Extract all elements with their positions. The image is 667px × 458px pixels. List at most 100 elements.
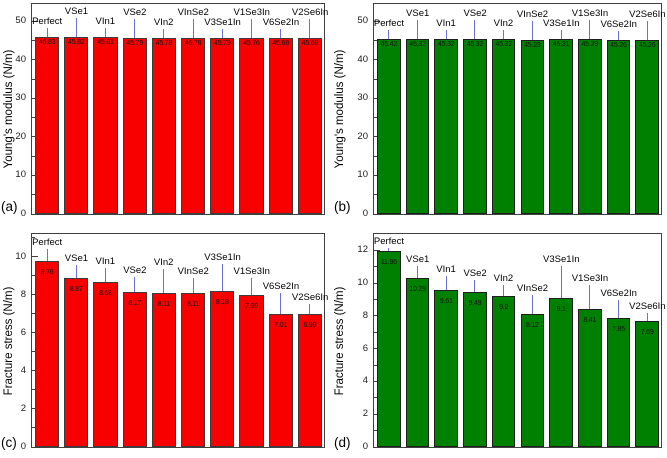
bar-value-label: 45.79 (214, 39, 231, 47)
label-leader-line (560, 265, 562, 298)
bar-VInSe2 (181, 292, 206, 447)
bar-category-label: V6Se2In (262, 280, 300, 292)
bar-Perfect (35, 37, 60, 214)
label-leader-line (251, 18, 252, 38)
label-leader-line (474, 279, 476, 292)
y-minor-tick (374, 397, 377, 399)
bar-value-label: 45.32 (495, 41, 512, 49)
bar-category-label: VInSe2 (516, 282, 549, 294)
y-tick-label: 20 (357, 130, 368, 142)
y-major-tick (374, 249, 380, 251)
plot-area-b: 45.42 Perfect 45.32 VSe1 45.32 VIn1 45.32 VSe2 4… (373, 3, 666, 215)
bar-category-label: V3Se1In (543, 18, 580, 30)
bar-VSe2 (463, 291, 487, 447)
y-tick-label: 2 (362, 408, 368, 420)
y-major-tick (32, 213, 38, 215)
bar-category-label: V6Se2In (600, 18, 637, 30)
bar-Perfect (35, 261, 60, 447)
bar-value-label: 8.11 (186, 300, 200, 308)
y-tick-label: 0 (362, 208, 368, 219)
bar-value-label: 45.31 (552, 41, 570, 49)
bar-category-label: VSe2 (123, 6, 147, 18)
label-leader-line (134, 276, 136, 292)
bar-category-label: VInSe2 (177, 6, 209, 18)
bar-value-label: 45.78 (155, 39, 173, 47)
bar-category-label: VInSe2 (516, 8, 549, 20)
y-tick-label: 10 (357, 277, 368, 289)
label-leader-line (388, 248, 390, 252)
bar-value-label: 45.32 (409, 41, 426, 49)
bar-category-label: V2Se6In (291, 6, 329, 18)
bar-value-label: 45.83 (38, 39, 56, 47)
y-minor-tick (32, 194, 35, 196)
bar-category-label: V1Se3In (233, 6, 270, 18)
y-major-tick (374, 446, 380, 448)
y-axis-label: Young's modulus (N/m) (334, 49, 346, 169)
bar-category-label: VSe2 (463, 267, 487, 279)
bar-VSe2 (463, 39, 487, 214)
bar-VIn2 (151, 292, 176, 447)
label-leader-line (503, 30, 505, 40)
bar-category-label: Perfect (32, 237, 63, 249)
y-tick-label: 40 (15, 53, 26, 65)
bar-value-label: 8.12 (525, 321, 539, 329)
panel-tag-a: (a) (1, 199, 18, 214)
bar-V3Se1In (549, 297, 573, 447)
bar-V1Se3In (239, 295, 264, 447)
y-tick-label: 6 (362, 342, 368, 354)
y-tick-label: 40 (357, 53, 368, 65)
bar-value-label: 7.99 (245, 303, 258, 311)
bar-V6Se2In (268, 37, 293, 214)
label-leader-line (46, 28, 48, 38)
bar-V2Se6In (297, 314, 322, 447)
label-leader-line (589, 20, 591, 40)
bar-VSe1 (405, 39, 430, 214)
bar-Perfect (377, 251, 401, 447)
y-tick-label: 2 (20, 402, 26, 414)
bar-value-label: 45.32 (466, 41, 484, 49)
y-minor-tick (32, 117, 35, 119)
y-tick-label: 4 (362, 375, 368, 387)
bar-category-label: VInSe2 (177, 265, 209, 277)
y-minor-tick (374, 430, 377, 432)
bar-V2Se6In (297, 37, 322, 214)
bar-category-label: VSe2 (463, 8, 487, 20)
bar-VSe1 (64, 278, 89, 447)
bar-V1Se3In (239, 37, 264, 214)
bar-VSe2 (122, 291, 147, 447)
bar-category-label: VIn2 (493, 18, 514, 30)
bar-value-label: 7.01 (274, 321, 288, 329)
bar-V2Se6In (635, 321, 659, 447)
label-leader-line (75, 265, 77, 279)
bar-category-label: VIn2 (493, 273, 514, 285)
y-minor-tick (32, 155, 35, 157)
bar-V3Se1In (210, 37, 235, 214)
label-leader-line (46, 249, 48, 262)
bar-V6Se2In (606, 39, 631, 214)
label-leader-line (309, 18, 311, 38)
bar-value-label: 45.68 (272, 39, 289, 47)
panel-b: Young's modulus (N/m) 45.42 Perfect 45.32 V… (330, 0, 667, 229)
label-leader-line (589, 285, 591, 310)
bar-category-label: VSe1 (64, 6, 89, 18)
y-tick-label: 12 (357, 244, 368, 256)
bar-VIn2 (491, 296, 516, 447)
y-major-tick (374, 20, 380, 22)
bar-value-label: 45.32 (437, 41, 455, 49)
bar-category-label: V3Se1In (204, 16, 241, 28)
label-leader-line (134, 18, 136, 38)
y-tick-label: 30 (15, 92, 26, 104)
label-leader-line (192, 277, 194, 293)
y-minor-tick (374, 78, 377, 80)
bar-V3Se1In (210, 291, 235, 447)
panel-a: Young's modulus (N/m) 45.83 Perfect 45.82 V… (0, 0, 330, 229)
label-leader-line (105, 28, 106, 38)
bar-VIn1 (93, 37, 118, 214)
bar-value-label: 8.11 (157, 300, 171, 308)
label-leader-line (309, 304, 311, 315)
y-tick-label: 30 (357, 92, 368, 104)
bar-VInSe2 (520, 313, 545, 447)
bar-value-label: 8.68 (99, 289, 112, 297)
bar-value-label: 9.61 (439, 297, 453, 305)
